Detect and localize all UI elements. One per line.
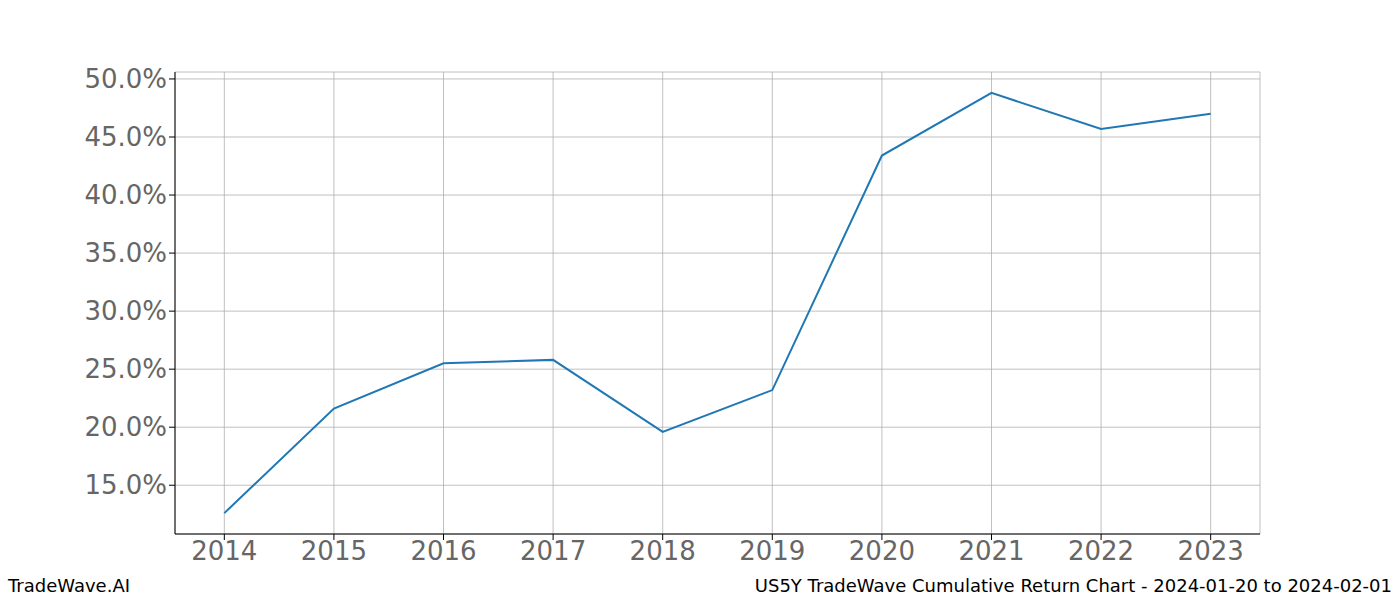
svg-text:45.0%: 45.0% [84,122,167,152]
svg-text:35.0%: 35.0% [84,238,167,268]
svg-text:2017: 2017 [520,536,586,566]
svg-text:2023: 2023 [1178,536,1244,566]
html-text:TradeWave.AI: TradeWave.AI [8,575,130,596]
svg-text:2021: 2021 [958,536,1024,566]
svg-text:40.0%: 40.0% [84,180,167,210]
svg-text:2020: 2020 [849,536,915,566]
svg-text:2018: 2018 [630,536,696,566]
svg-text:2014: 2014 [191,536,257,566]
svg-text:30.0%: 30.0% [84,296,167,326]
html-text:US5Y TradeWave Cumulative Retu: US5Y TradeWave Cumulative Return Chart -… [754,575,1392,596]
svg-text:2019: 2019 [739,536,805,566]
svg-text:20.0%: 20.0% [84,412,167,442]
svg-text:2016: 2016 [410,536,476,566]
svg-text:2015: 2015 [301,536,367,566]
svg-text:50.0%: 50.0% [84,64,167,94]
svg-text:2022: 2022 [1068,536,1134,566]
svg-text:15.0%: 15.0% [84,470,167,500]
svg-text:25.0%: 25.0% [84,354,167,384]
